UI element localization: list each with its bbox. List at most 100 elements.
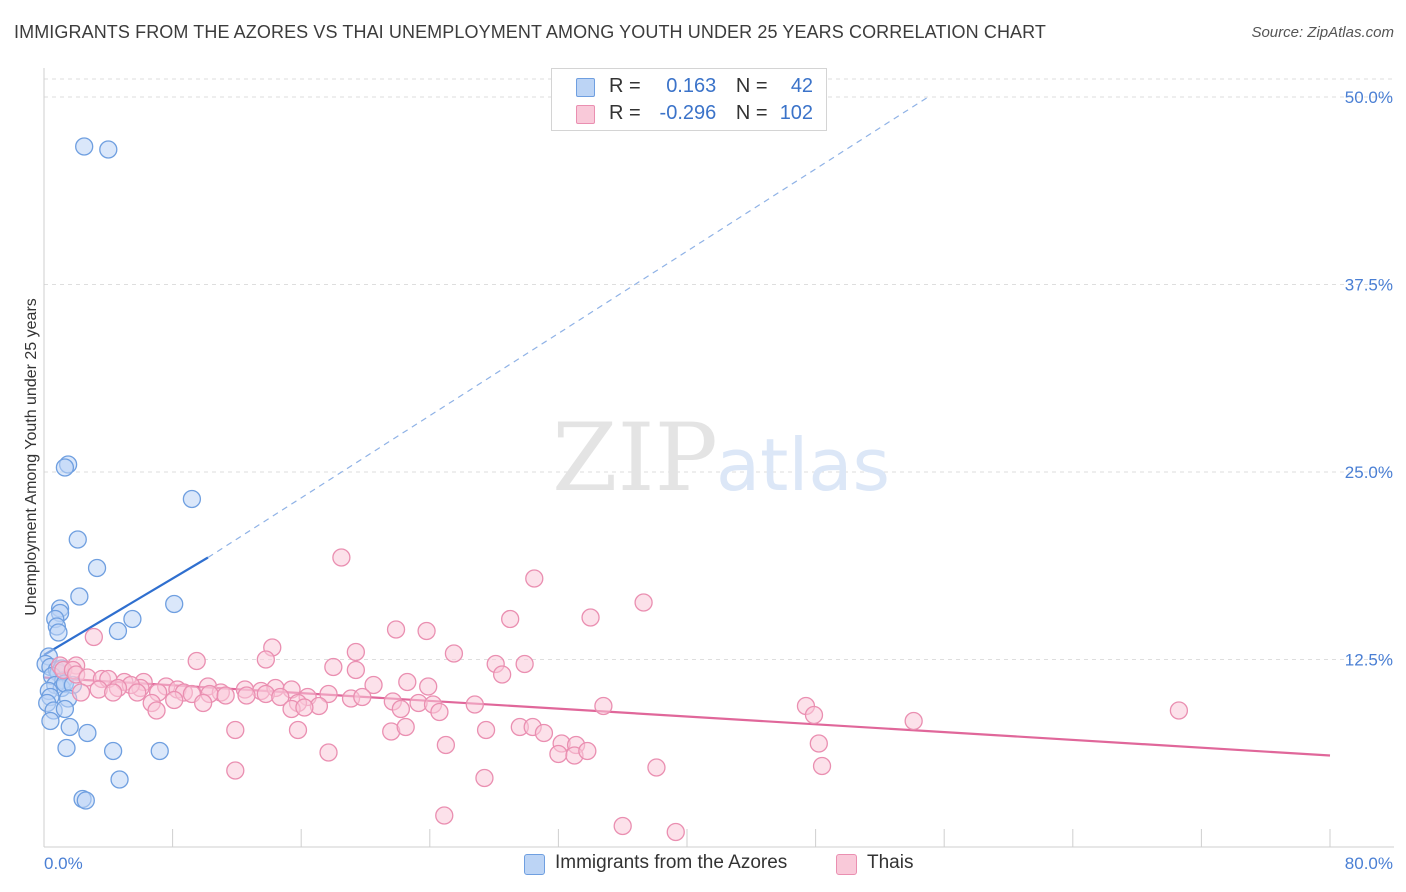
data-point	[226, 761, 245, 780]
data-point	[103, 741, 123, 761]
data-point	[165, 690, 184, 710]
data-point	[1169, 701, 1189, 720]
data-point	[435, 806, 454, 825]
bottom-swatch-thais	[836, 854, 857, 875]
watermark-zip: ZIP	[552, 404, 718, 513]
data-point	[634, 593, 653, 612]
x-tick-label: 80.0%	[1345, 854, 1393, 873]
data-point	[809, 734, 828, 753]
data-point	[525, 569, 544, 588]
data-point	[444, 644, 464, 663]
bottom-legend-label: Thais	[867, 852, 914, 873]
legend-r-value: -0.296	[659, 102, 717, 124]
data-point	[581, 608, 600, 627]
data-point	[256, 650, 275, 669]
legend-r-label: R =	[609, 102, 641, 124]
data-point	[128, 683, 147, 702]
bottom-legend-label: Immigrants from the Azores	[555, 852, 788, 873]
data-point	[319, 743, 338, 762]
data-point	[41, 711, 60, 731]
data-point	[319, 684, 338, 704]
data-point	[193, 693, 213, 713]
data-point	[475, 768, 494, 788]
y-tick-label: 50.0%	[1345, 88, 1393, 107]
data-point	[501, 609, 520, 629]
data-point	[55, 458, 75, 477]
legend-r-label: R =	[609, 75, 641, 97]
data-point	[666, 822, 685, 842]
y-axis-label: Unemployment Among Youth under 25 years	[23, 298, 40, 616]
data-point	[226, 720, 245, 740]
data-point	[398, 672, 417, 692]
data-point	[419, 677, 438, 696]
y-tick-label: 25.0%	[1345, 463, 1393, 482]
legend-swatch-azores	[576, 78, 595, 97]
data-point	[187, 651, 206, 671]
data-point	[87, 558, 107, 578]
data-point	[430, 702, 449, 722]
data-point	[71, 683, 91, 702]
data-point	[534, 723, 554, 743]
watermark-atlas: atlas	[716, 423, 890, 507]
data-point	[346, 660, 366, 680]
data-point	[150, 741, 169, 761]
data-point	[346, 642, 366, 662]
y-tick-label: 37.5%	[1345, 276, 1393, 295]
y-tick-label: 12.5%	[1345, 651, 1393, 670]
data-point	[55, 699, 75, 719]
data-point	[57, 738, 76, 758]
data-point	[476, 720, 496, 740]
data-point	[364, 675, 383, 695]
data-point	[108, 621, 128, 641]
data-point	[165, 594, 184, 614]
data-point	[84, 627, 103, 647]
data-point	[353, 687, 372, 707]
x-tick-label: 0.0%	[44, 854, 83, 873]
data-point	[324, 657, 343, 677]
source-label: Source: ZipAtlas.com	[1251, 24, 1394, 41]
data-point	[60, 717, 79, 737]
data-point	[465, 695, 484, 714]
legend-n-value: 102	[779, 102, 814, 124]
data-point	[288, 720, 308, 740]
trend-line-0	[43, 556, 209, 656]
data-point	[647, 758, 666, 777]
data-point	[237, 686, 256, 705]
watermark: ZIP atlas	[552, 404, 890, 513]
data-point	[515, 654, 534, 674]
data-point	[103, 683, 123, 702]
data-point	[75, 137, 94, 156]
data-point	[613, 816, 632, 836]
data-point	[271, 687, 290, 707]
correlation-legend: R = 0.163 N = 42 R = -0.296 N = 102	[551, 68, 827, 131]
data-point	[386, 620, 406, 639]
data-point	[216, 686, 235, 705]
gridlines	[44, 78, 1394, 660]
data-point	[70, 587, 89, 606]
data-points	[36, 137, 1189, 842]
data-point	[182, 489, 202, 509]
data-point	[396, 717, 415, 737]
data-point	[332, 548, 351, 567]
data-point	[436, 735, 456, 755]
data-point	[549, 744, 568, 764]
data-point	[147, 701, 166, 720]
y-tick-labels: 12.5% 25.0% 37.5% 50.0%	[1345, 88, 1393, 670]
bottom-swatch-azores	[524, 854, 545, 875]
data-point	[295, 698, 314, 717]
data-point	[904, 711, 923, 731]
legend-n-value: 42	[790, 75, 814, 97]
data-point	[99, 140, 118, 159]
legend-swatch-thais	[576, 105, 595, 124]
data-point	[492, 665, 512, 684]
data-point	[76, 791, 95, 810]
data-point	[78, 723, 97, 743]
data-point	[49, 623, 68, 642]
data-point	[68, 530, 87, 549]
data-point	[123, 609, 142, 629]
data-point	[594, 696, 613, 716]
legend-n-label: N =	[735, 75, 768, 97]
data-point	[417, 621, 436, 641]
data-point	[110, 770, 129, 789]
data-point	[578, 741, 597, 761]
